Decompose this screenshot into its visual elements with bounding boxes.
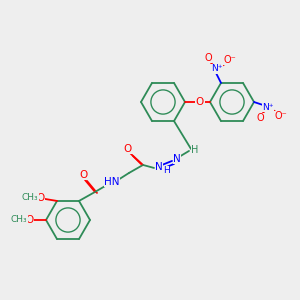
Text: O⁻: O⁻ <box>224 55 236 65</box>
Text: HN: HN <box>104 177 120 187</box>
Text: H: H <box>191 145 199 155</box>
Text: H: H <box>163 167 170 176</box>
Text: CH₃: CH₃ <box>22 194 38 202</box>
Text: O: O <box>79 170 87 180</box>
Text: O: O <box>25 215 33 225</box>
Text: O: O <box>196 97 204 107</box>
Text: O: O <box>124 144 132 154</box>
Text: N: N <box>173 154 181 164</box>
Text: N⁺: N⁺ <box>211 64 223 74</box>
Text: N: N <box>155 162 163 172</box>
Text: O: O <box>256 113 264 123</box>
Text: O⁻: O⁻ <box>274 111 287 121</box>
Text: O: O <box>36 193 44 203</box>
Text: O: O <box>204 53 212 63</box>
Text: CH₃: CH₃ <box>11 215 27 224</box>
Text: N⁺: N⁺ <box>262 103 274 112</box>
